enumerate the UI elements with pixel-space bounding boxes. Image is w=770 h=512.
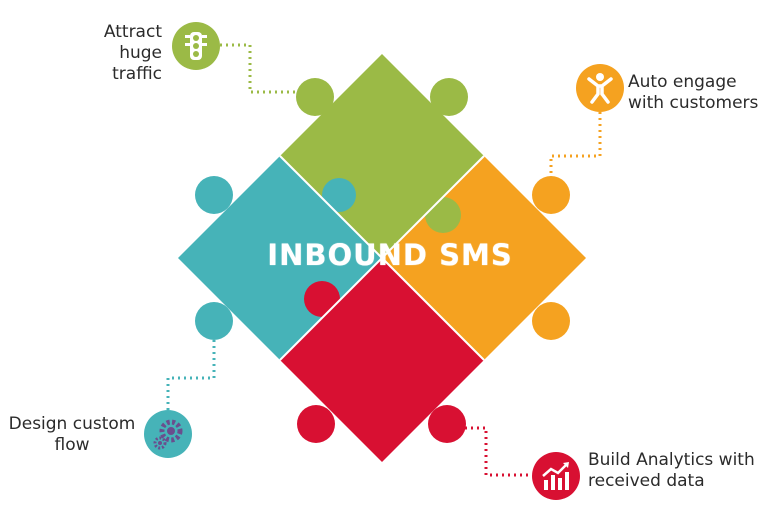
label-auto-engage: Auto engage with customers [628, 72, 758, 114]
label-line: traffic [112, 64, 162, 84]
tab-teal-into-green [322, 178, 356, 212]
seam-teal-red [279, 257, 383, 361]
label-attract-traffic: Attract huge traffic [100, 22, 162, 85]
label-design-flow: Design custom flow [8, 414, 136, 456]
label-line: received data [588, 471, 705, 491]
label-line: huge [119, 43, 162, 63]
connector-engage [549, 112, 602, 180]
seam-green-orange [381, 155, 485, 259]
seam-green-teal [279, 155, 383, 259]
connector-analytics [465, 426, 532, 477]
label-line: Design custom [8, 414, 136, 434]
center-title: INBOUND SMS [267, 238, 513, 272]
person-jumping-icon [576, 64, 624, 112]
label-line: Attract [103, 22, 162, 42]
seam-orange-red [381, 257, 485, 361]
bar-chart-icon [532, 452, 580, 500]
traffic-light-icon [172, 22, 220, 70]
tab-green-into-orange [425, 197, 461, 233]
label-line: Auto engage [628, 72, 737, 92]
label-build-analytics: Build Analytics with received data [588, 450, 755, 492]
connector-design [166, 340, 216, 410]
connector-traffic [220, 43, 305, 94]
label-line: flow [54, 435, 90, 455]
gears-icon [144, 410, 192, 458]
label-line: with customers [628, 93, 759, 113]
label-line: Build Analytics with [588, 450, 755, 470]
